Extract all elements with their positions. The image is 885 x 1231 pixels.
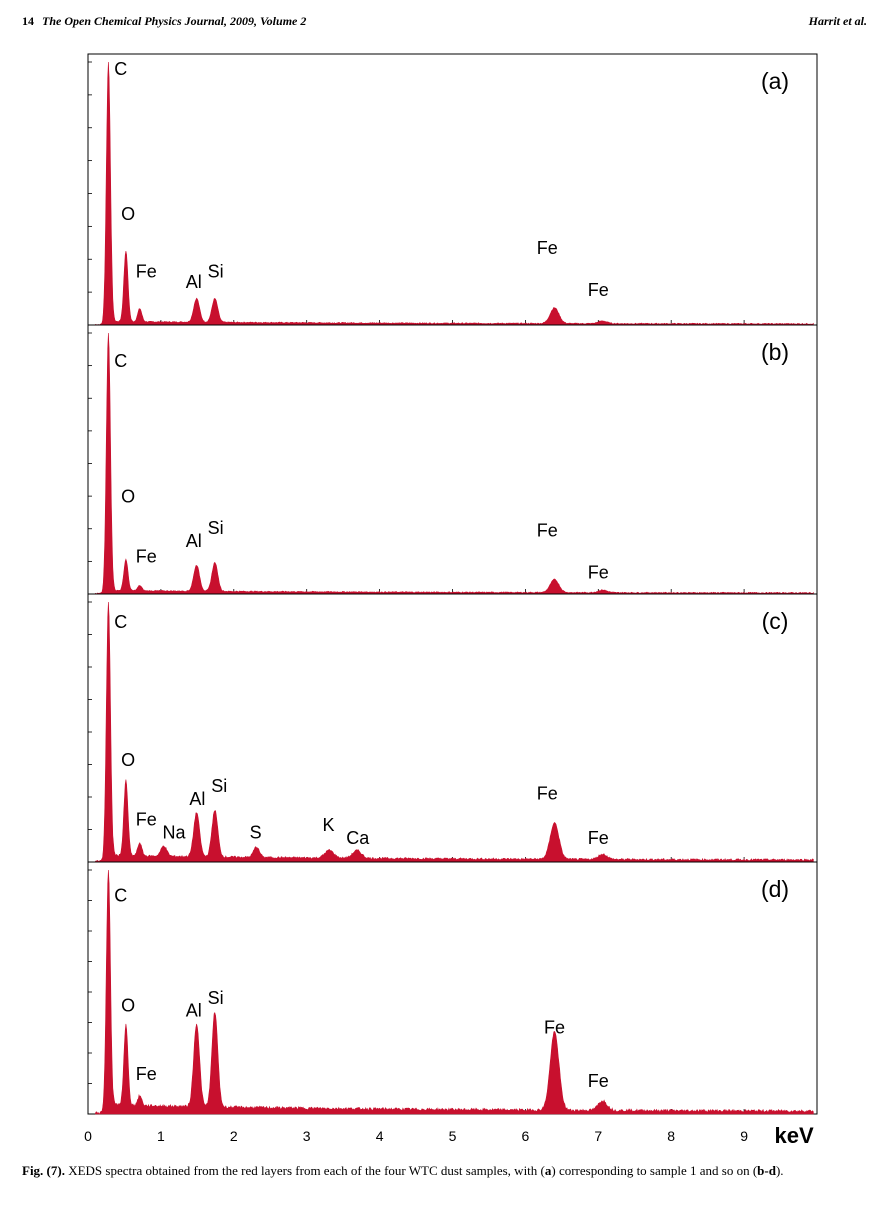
x-tick-label: 9 <box>740 1128 748 1144</box>
peak-label-k: K <box>323 815 335 835</box>
peak-label-fe: Fe <box>136 262 157 282</box>
peak-label-al: Al <box>189 789 205 809</box>
caption-label: Fig. (7). <box>22 1163 65 1178</box>
panel-frame <box>87 324 818 595</box>
peak-label-o: O <box>121 750 135 770</box>
peak-label-fe: Fe <box>537 784 558 804</box>
panel-label: (d) <box>761 876 789 902</box>
peak-label-fe: Fe <box>136 1064 157 1084</box>
peak-label-fe: Fe <box>537 238 558 258</box>
running-header-left: 14 The Open Chemical Physics Journal, 200… <box>22 14 306 29</box>
peak-label-o: O <box>121 204 135 224</box>
peak-label-ca: Ca <box>346 828 370 848</box>
caption-bold-1: a <box>544 1163 552 1178</box>
x-tick-label: 7 <box>594 1128 602 1144</box>
panel-label: (c) <box>762 608 789 634</box>
x-axis-unit-label: keV <box>775 1123 814 1148</box>
spectrum-panel-1: C O Fe Al Si Fe Fe (a) <box>87 53 818 326</box>
peak-label-si: Si <box>208 988 224 1008</box>
spectrum-area <box>94 332 814 595</box>
peak-label-o: O <box>121 996 135 1016</box>
peak-label-fe: Fe <box>588 562 609 582</box>
x-tick-label: 4 <box>376 1128 384 1144</box>
x-tick-label: 0 <box>84 1128 92 1144</box>
panel-label: (b) <box>761 339 789 365</box>
x-tick-label: 1 <box>157 1128 165 1144</box>
peak-label-si: Si <box>208 262 224 282</box>
peak-label-fe: Fe <box>588 280 609 300</box>
x-tick-label: 6 <box>522 1128 530 1144</box>
peak-label-c: C <box>114 886 127 906</box>
caption-bold-2: b-d <box>757 1163 776 1178</box>
peak-label-al: Al <box>186 1000 202 1020</box>
peak-label-c: C <box>114 612 127 632</box>
peak-label-si: Si <box>211 776 227 796</box>
page-number: 14 <box>22 14 34 28</box>
figure-caption: Fig. (7). XEDS spectra obtained from the… <box>22 1163 867 1179</box>
peak-label-al: Al <box>186 272 202 292</box>
peak-label-c: C <box>114 59 127 79</box>
caption-text-3: ). <box>775 1163 784 1178</box>
x-tick-label: 2 <box>230 1128 238 1144</box>
peak-label-fe: Fe <box>136 810 157 830</box>
spectrum-area <box>94 61 814 326</box>
peak-label-c: C <box>114 351 127 371</box>
peak-label-fe: Fe <box>544 1017 565 1037</box>
peak-label-fe: Fe <box>136 547 157 567</box>
running-header-authors: Harrit et al. <box>808 14 867 28</box>
journal-title: The Open Chemical Physics Journal, 2009,… <box>42 14 307 28</box>
peak-label-o: O <box>121 487 135 507</box>
peak-label-s: S <box>250 823 262 843</box>
x-tick-label: 3 <box>303 1128 311 1144</box>
peak-label-fe: Fe <box>588 1071 609 1091</box>
spectrum-area <box>94 601 814 863</box>
peak-label-al: Al <box>186 531 202 551</box>
x-tick-label: 5 <box>449 1128 457 1144</box>
spectrum-panel-2: C O Fe Al Si Fe Fe (b) <box>87 324 818 595</box>
x-tick-label: 8 <box>667 1128 675 1144</box>
peak-label-na: Na <box>163 823 187 843</box>
spectrum-area <box>94 869 814 1115</box>
caption-text-2: ) corresponding to sample 1 and so on ( <box>551 1163 758 1178</box>
spectrum-panel-4: C O Fe Al Si Fe Fe (d) <box>87 861 818 1115</box>
panel-label: (a) <box>761 68 789 94</box>
caption-text-1: XEDS spectra obtained from the red layer… <box>64 1163 545 1178</box>
peak-label-fe: Fe <box>588 828 609 848</box>
peak-label-fe: Fe <box>537 521 558 541</box>
peak-label-si: Si <box>208 518 224 538</box>
